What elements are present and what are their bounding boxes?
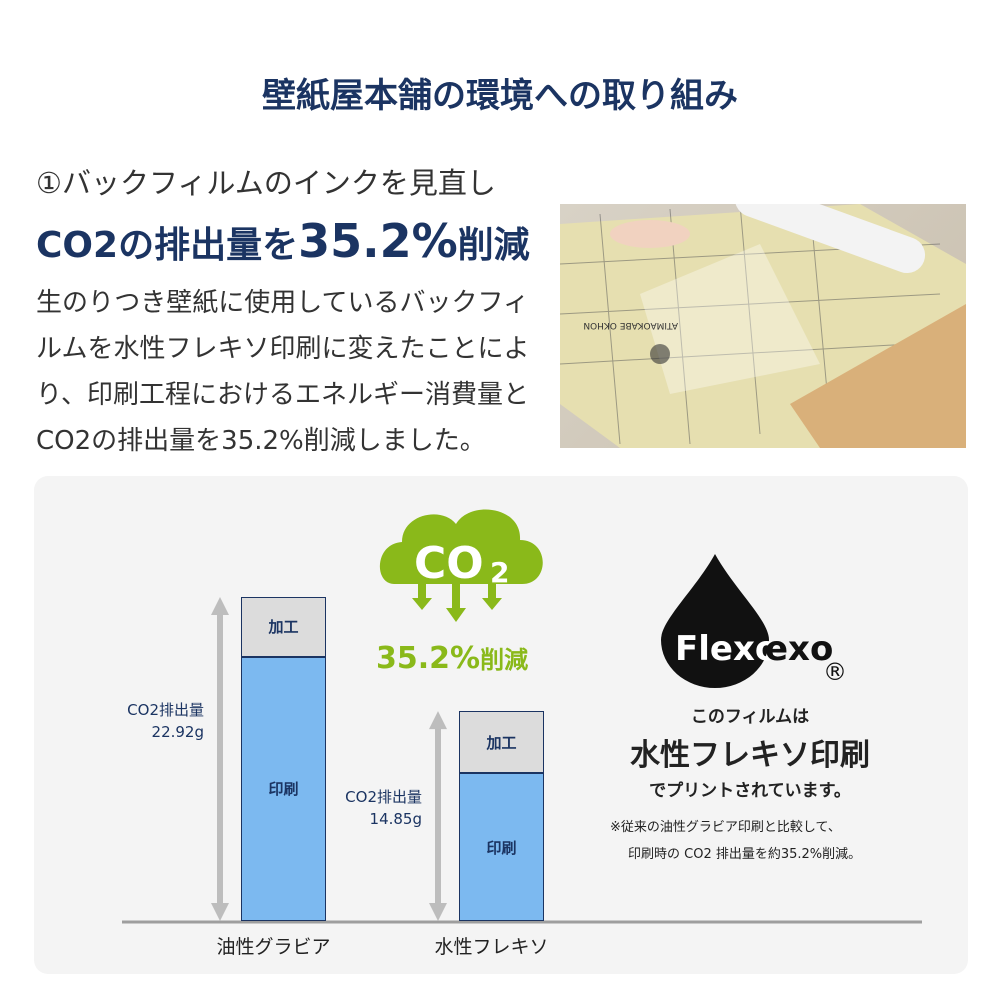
total-label: CO2排出量 14.85g — [298, 786, 422, 830]
bar-segment-process: 加工 — [459, 711, 544, 774]
co2-cloud-icon: CO 2 — [372, 500, 552, 639]
arrow-head — [429, 711, 447, 730]
bar-segment-process: 加工 — [241, 597, 326, 657]
cloud-co-text: CO — [414, 538, 484, 589]
total-label-title: CO2排出量 — [345, 788, 422, 807]
flexo-line2: 水性フレキソ印刷 — [630, 738, 870, 773]
flexo-line1: このフィルムは — [690, 707, 810, 727]
section-headline: CO2の排出量を35.2%削減 — [36, 214, 530, 268]
flexo-logo-text: Flexo — [675, 629, 778, 669]
registered-mark: ® — [823, 658, 847, 686]
total-label-value: 14.85g — [369, 810, 422, 829]
reduction-suffix: 削減 — [480, 646, 529, 674]
reduction-label: 35.2%削減 — [376, 640, 528, 676]
total-label-title: CO2排出量 — [127, 701, 204, 719]
headline-post: 削減 — [457, 225, 530, 266]
category-label: 水性フレキソ — [434, 936, 549, 958]
wallpaper-backfilm-photo: ATIMAOKABE OKHON — [560, 204, 966, 448]
arrow-head — [211, 903, 229, 921]
arrow-head — [429, 903, 447, 921]
flexo-logo: Flexo exo ® — [655, 550, 855, 694]
bar-segment-print: 印刷 — [241, 656, 326, 921]
headline-pre: CO2の排出量を — [36, 225, 299, 266]
flexo-note1: ※従来の油性グラビア印刷と比較して、 — [610, 820, 841, 835]
total-label-value: 22.92g — [151, 723, 204, 741]
arrow-head — [211, 597, 229, 615]
category-label: 油性グラビア — [216, 936, 331, 958]
total-label: CO2排出量 22.92g — [80, 699, 204, 743]
flexo-line3: でプリントされています。 — [649, 781, 851, 801]
section-body: 生のりつき壁紙に使用しているバックフィルムを水性フレキソ印刷に変えたことにより、… — [36, 288, 530, 456]
section-subtitle: ①バックフィルムのインクを見直し — [36, 166, 496, 200]
bar-segment-print: 印刷 — [459, 773, 544, 921]
cloud-sub-text: 2 — [490, 556, 509, 589]
flexo-note2: 印刷時の CO2 排出量を約35.2%削減。 — [628, 847, 862, 862]
svg-text:exo: exo — [765, 629, 833, 669]
photo-illustration: ATIMAOKABE OKHON — [560, 204, 966, 448]
headline-number: 35.2% — [298, 214, 458, 268]
reduction-value: 35.2% — [376, 641, 481, 676]
page-title: 壁紙屋本舗の環境への取り組み — [262, 76, 738, 116]
photo-print-text: ATIMAOKABE OKHON — [583, 320, 678, 330]
